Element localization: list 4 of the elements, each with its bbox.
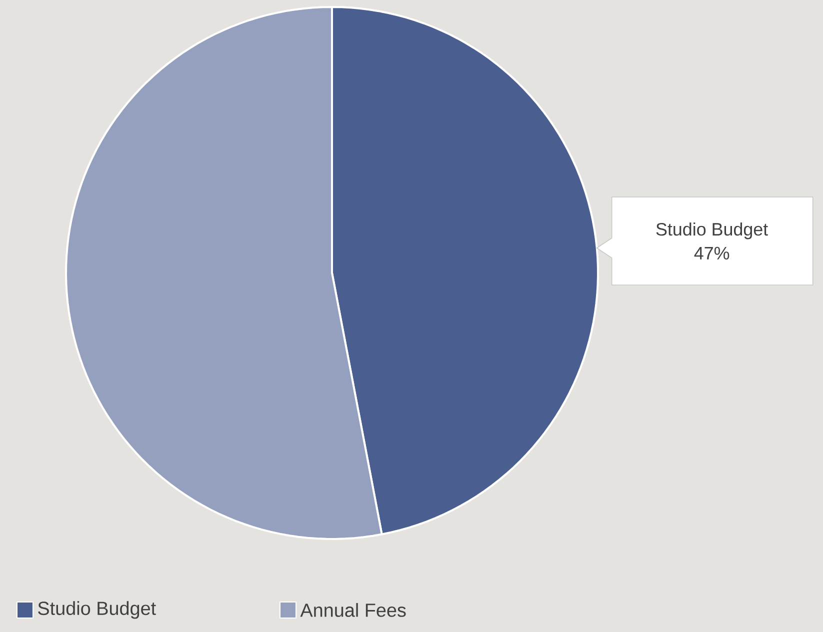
data-label: 47% bbox=[694, 246, 730, 260]
legend-label: Annual Fees bbox=[300, 603, 406, 617]
slice-label: Studio Budget bbox=[656, 222, 768, 240]
legend-label: Studio Budget bbox=[38, 601, 156, 619]
